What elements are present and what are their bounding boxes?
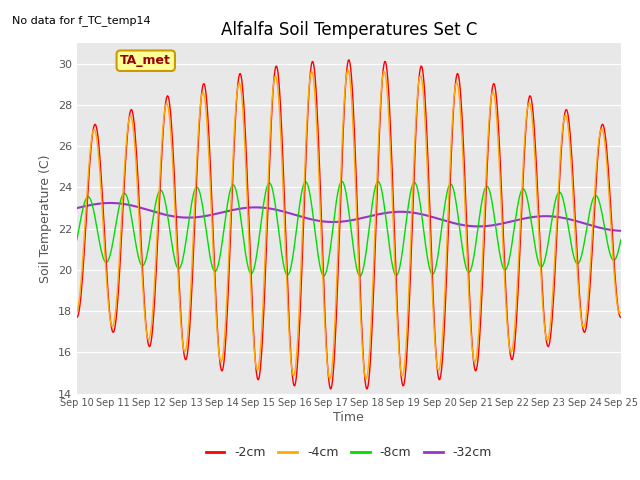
- Y-axis label: Soil Temperature (C): Soil Temperature (C): [39, 154, 52, 283]
- X-axis label: Time: Time: [333, 411, 364, 424]
- Title: Alfalfa Soil Temperatures Set C: Alfalfa Soil Temperatures Set C: [221, 21, 477, 39]
- Text: TA_met: TA_met: [120, 54, 171, 67]
- Text: No data for f_TC_temp14: No data for f_TC_temp14: [12, 15, 150, 26]
- Legend: -2cm, -4cm, -8cm, -32cm: -2cm, -4cm, -8cm, -32cm: [200, 442, 497, 465]
